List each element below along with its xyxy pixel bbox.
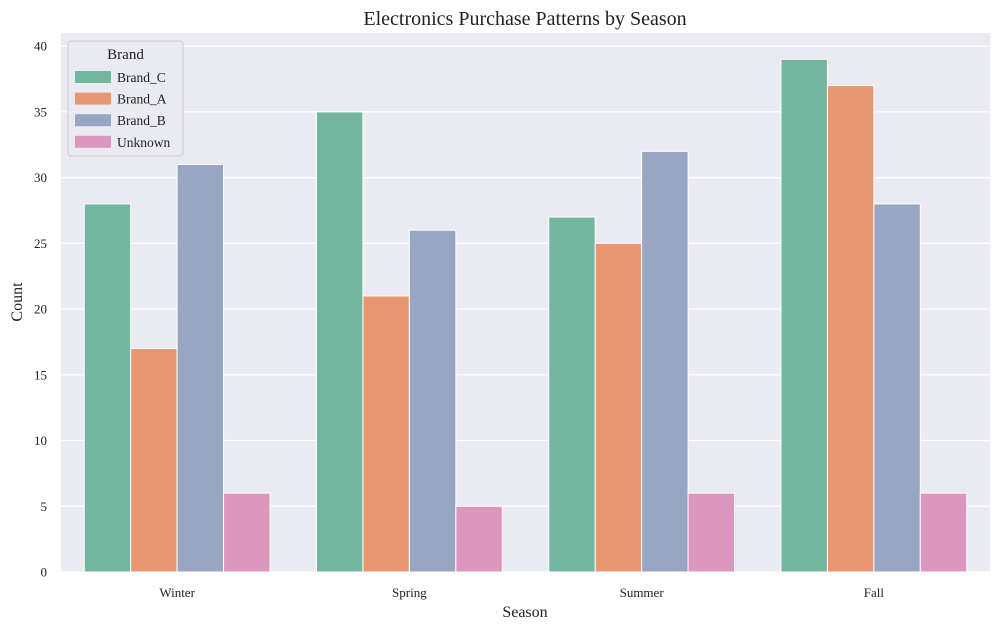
bar-unknown-fall [919, 492, 968, 573]
y-tick-label: 25 [34, 236, 47, 251]
bars [83, 58, 968, 573]
legend-box [67, 40, 184, 157]
bar-brand-c-spring [315, 111, 364, 573]
y-tick-label: 20 [34, 302, 47, 317]
bar-brand-a-fall [826, 85, 875, 573]
y-tick-label: 15 [34, 367, 47, 382]
bar-brand-c-fall [780, 58, 828, 573]
y-tick-label: 35 [34, 104, 47, 119]
legend-swatch [75, 135, 111, 148]
y-tick-label: 10 [34, 433, 47, 448]
y-tick-label: 40 [34, 39, 47, 54]
legend-entry-label: Unknown [117, 135, 170, 150]
y-tick-label: 0 [41, 565, 48, 580]
bar-brand-b-spring [408, 229, 457, 573]
legend-title: Brand [107, 47, 144, 63]
x-axis-label: Season [502, 604, 547, 621]
x-tick-label: Summer [620, 585, 665, 600]
y-tick-label: 30 [34, 170, 47, 185]
legend-entry-label: Brand_C [117, 70, 166, 85]
bar-brand-c-winter [83, 203, 132, 573]
bar-unknown-summer [687, 492, 736, 573]
bar-unknown-winter [223, 492, 271, 573]
bar-unknown-spring [455, 505, 503, 573]
bar-brand-b-fall [873, 203, 921, 573]
legend-entry-label: Brand_A [117, 92, 167, 107]
legend-swatch [75, 114, 111, 127]
y-axis-label: Count [9, 282, 26, 322]
bar-brand-a-summer [594, 242, 643, 573]
chart-title: Electronics Purchase Patterns by Season [363, 8, 686, 30]
bar-brand-c-summer [548, 216, 596, 573]
x-tick-label: Spring [392, 585, 427, 600]
x-axis-ticks: Winter Spring Summer Fall [159, 585, 884, 600]
bar-brand-b-summer [641, 150, 689, 573]
legend-entry-label: Brand_B [117, 113, 166, 128]
x-tick-label: Winter [159, 585, 195, 600]
bar-brand-a-spring [362, 295, 410, 573]
legend: Brand Brand_C Brand_A Brand_B Unknown [67, 40, 184, 157]
legend-swatch [75, 92, 111, 105]
bar-brand-b-winter [176, 163, 225, 573]
bar-brand-a-winter [130, 348, 178, 573]
legend-swatch [75, 71, 111, 83]
y-tick-label: 5 [41, 499, 48, 514]
y-axis-ticks: 0 5 10 15 20 25 30 35 40 [34, 39, 47, 580]
x-tick-label: Fall [864, 585, 885, 600]
